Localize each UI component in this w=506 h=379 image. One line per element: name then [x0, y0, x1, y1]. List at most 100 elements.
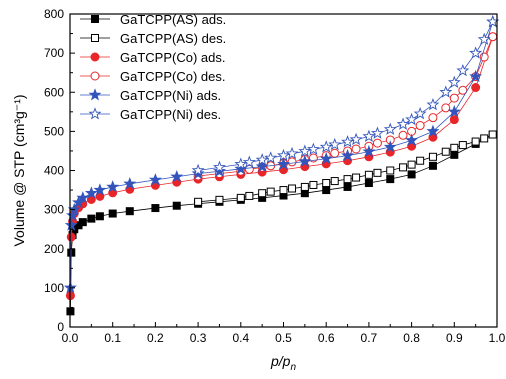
data-point	[330, 148, 340, 158]
data-point	[405, 112, 419, 126]
data-point	[234, 157, 248, 170]
data-point	[76, 191, 90, 204]
data-point	[426, 97, 440, 111]
data-point	[458, 85, 468, 95]
data-point	[341, 148, 354, 162]
legend-item: GaTCPP(Co) ads.	[80, 50, 225, 65]
x-tick-label: 0.8	[403, 331, 420, 345]
y-tick-label: 200	[44, 242, 64, 256]
data-point	[416, 156, 425, 165]
data-point	[234, 162, 248, 175]
data-point	[255, 153, 269, 166]
x-tick-label: 0.1	[104, 331, 121, 345]
legend-marker	[91, 15, 99, 23]
data-point	[319, 140, 333, 153]
data-point	[488, 32, 498, 42]
data-point	[123, 177, 137, 190]
data-point	[415, 121, 425, 131]
data-point	[298, 154, 312, 167]
data-point	[330, 177, 339, 186]
data-point	[298, 144, 312, 157]
data-point	[194, 197, 203, 206]
series-5	[191, 15, 500, 176]
data-point	[64, 218, 78, 231]
data-point	[108, 209, 117, 218]
data-point	[407, 170, 416, 179]
legend-marker	[91, 34, 99, 42]
data-point	[439, 85, 453, 98]
y-tick-label: 600	[44, 85, 64, 99]
legend-label: GaTCPP(Ni) ads.	[120, 88, 221, 103]
data-point	[486, 15, 500, 28]
data-point	[191, 163, 205, 176]
data-point	[428, 161, 437, 170]
data-point	[405, 133, 419, 146]
data-point	[383, 122, 397, 135]
data-point	[362, 144, 376, 158]
y-tick-label: 100	[44, 281, 64, 295]
data-point	[78, 218, 87, 227]
data-point	[106, 180, 120, 193]
data-point	[471, 137, 480, 146]
data-point	[87, 214, 96, 223]
data-point	[480, 134, 489, 143]
data-point	[364, 179, 373, 188]
x-tick-label: 0.7	[361, 331, 378, 345]
data-point	[343, 182, 352, 191]
legend: GaTCPP(AS) ads. GaTCPP(AS) des. GaTCPP(Co)…	[80, 12, 226, 122]
legend-label: GaTCPP(Ni) des.	[120, 107, 221, 122]
data-point	[450, 150, 459, 159]
data-point	[322, 186, 331, 195]
data-point	[386, 175, 395, 184]
legend-item: GaTCPP(Co) des.	[80, 69, 225, 84]
legend-label: GaTCPP(Co) des.	[120, 69, 225, 84]
data-point	[266, 187, 275, 196]
y-tick-label: 300	[44, 203, 64, 217]
data-point	[471, 83, 481, 93]
legend-marker	[90, 52, 100, 62]
data-point	[469, 69, 483, 83]
data-point	[244, 164, 254, 174]
data-point	[236, 193, 245, 202]
data-point	[398, 130, 408, 140]
data-point	[399, 163, 408, 172]
data-point	[341, 135, 355, 148]
data-point	[148, 173, 162, 186]
data-point	[213, 164, 226, 177]
legend-item: GaTCPP(Ni) ads.	[80, 88, 221, 103]
data-point	[441, 147, 450, 156]
x-tick-label: 0.2	[147, 331, 164, 345]
x-tick-label: 0.3	[190, 331, 207, 345]
data-point	[372, 138, 382, 148]
series-4	[63, 15, 500, 294]
data-point	[447, 75, 461, 88]
x-tick-label: 0.5	[275, 331, 292, 345]
data-point	[352, 173, 361, 182]
data-point	[428, 113, 438, 123]
data-point	[277, 148, 290, 162]
y-tick-label: 500	[44, 124, 64, 138]
data-point	[456, 63, 470, 77]
y-tick-label: 0	[57, 320, 64, 334]
x-tick-label: 0.4	[232, 331, 249, 345]
data-point	[95, 212, 104, 221]
data-point	[258, 189, 267, 198]
x-tick-label: 0.6	[318, 331, 335, 345]
y-tick-label: 400	[44, 164, 64, 178]
data-point	[288, 184, 297, 193]
data-point	[441, 103, 451, 113]
x-tick-label: 0.9	[446, 331, 463, 345]
data-point	[469, 46, 483, 59]
data-point	[319, 151, 333, 165]
data-point	[449, 115, 459, 125]
data-point	[300, 182, 309, 191]
legend-item: GaTCPP(Ni) des.	[80, 107, 221, 122]
data-point	[362, 129, 376, 142]
x-axis-title: p/pn	[270, 353, 296, 373]
data-point	[255, 159, 269, 173]
data-point	[413, 106, 427, 120]
y-tick-label: 800	[44, 7, 64, 21]
legend-label: GaTCPP(AS) ads.	[120, 12, 226, 27]
data-point	[212, 160, 226, 173]
